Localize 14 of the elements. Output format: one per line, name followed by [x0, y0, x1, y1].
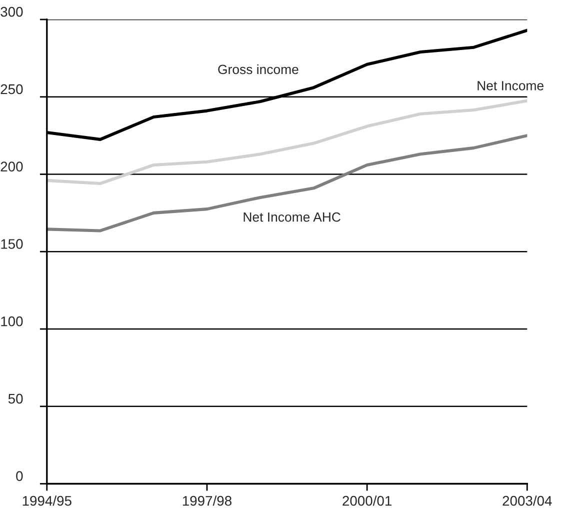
y-tick-label: 200: [0, 162, 23, 172]
y-tick-label: 100: [1, 316, 23, 326]
x-tick-label: 2003/04: [502, 496, 552, 506]
x-tick-label: 1994/95: [22, 496, 72, 506]
series-label: Gross income: [218, 64, 298, 74]
y-tick-label: 250: [0, 84, 23, 94]
series-label: Net Income AHC: [244, 212, 340, 222]
y-tick-label: 300: [0, 6, 23, 17]
y-tick-label: 150: [1, 239, 23, 249]
x-tick-label: 2000/01: [342, 496, 392, 506]
series-label: Net Income: [478, 81, 544, 90]
y-tick-label: 0: [16, 471, 23, 482]
y-tick-label: 50: [8, 394, 23, 404]
x-tick-label: 1997/98: [182, 496, 232, 506]
